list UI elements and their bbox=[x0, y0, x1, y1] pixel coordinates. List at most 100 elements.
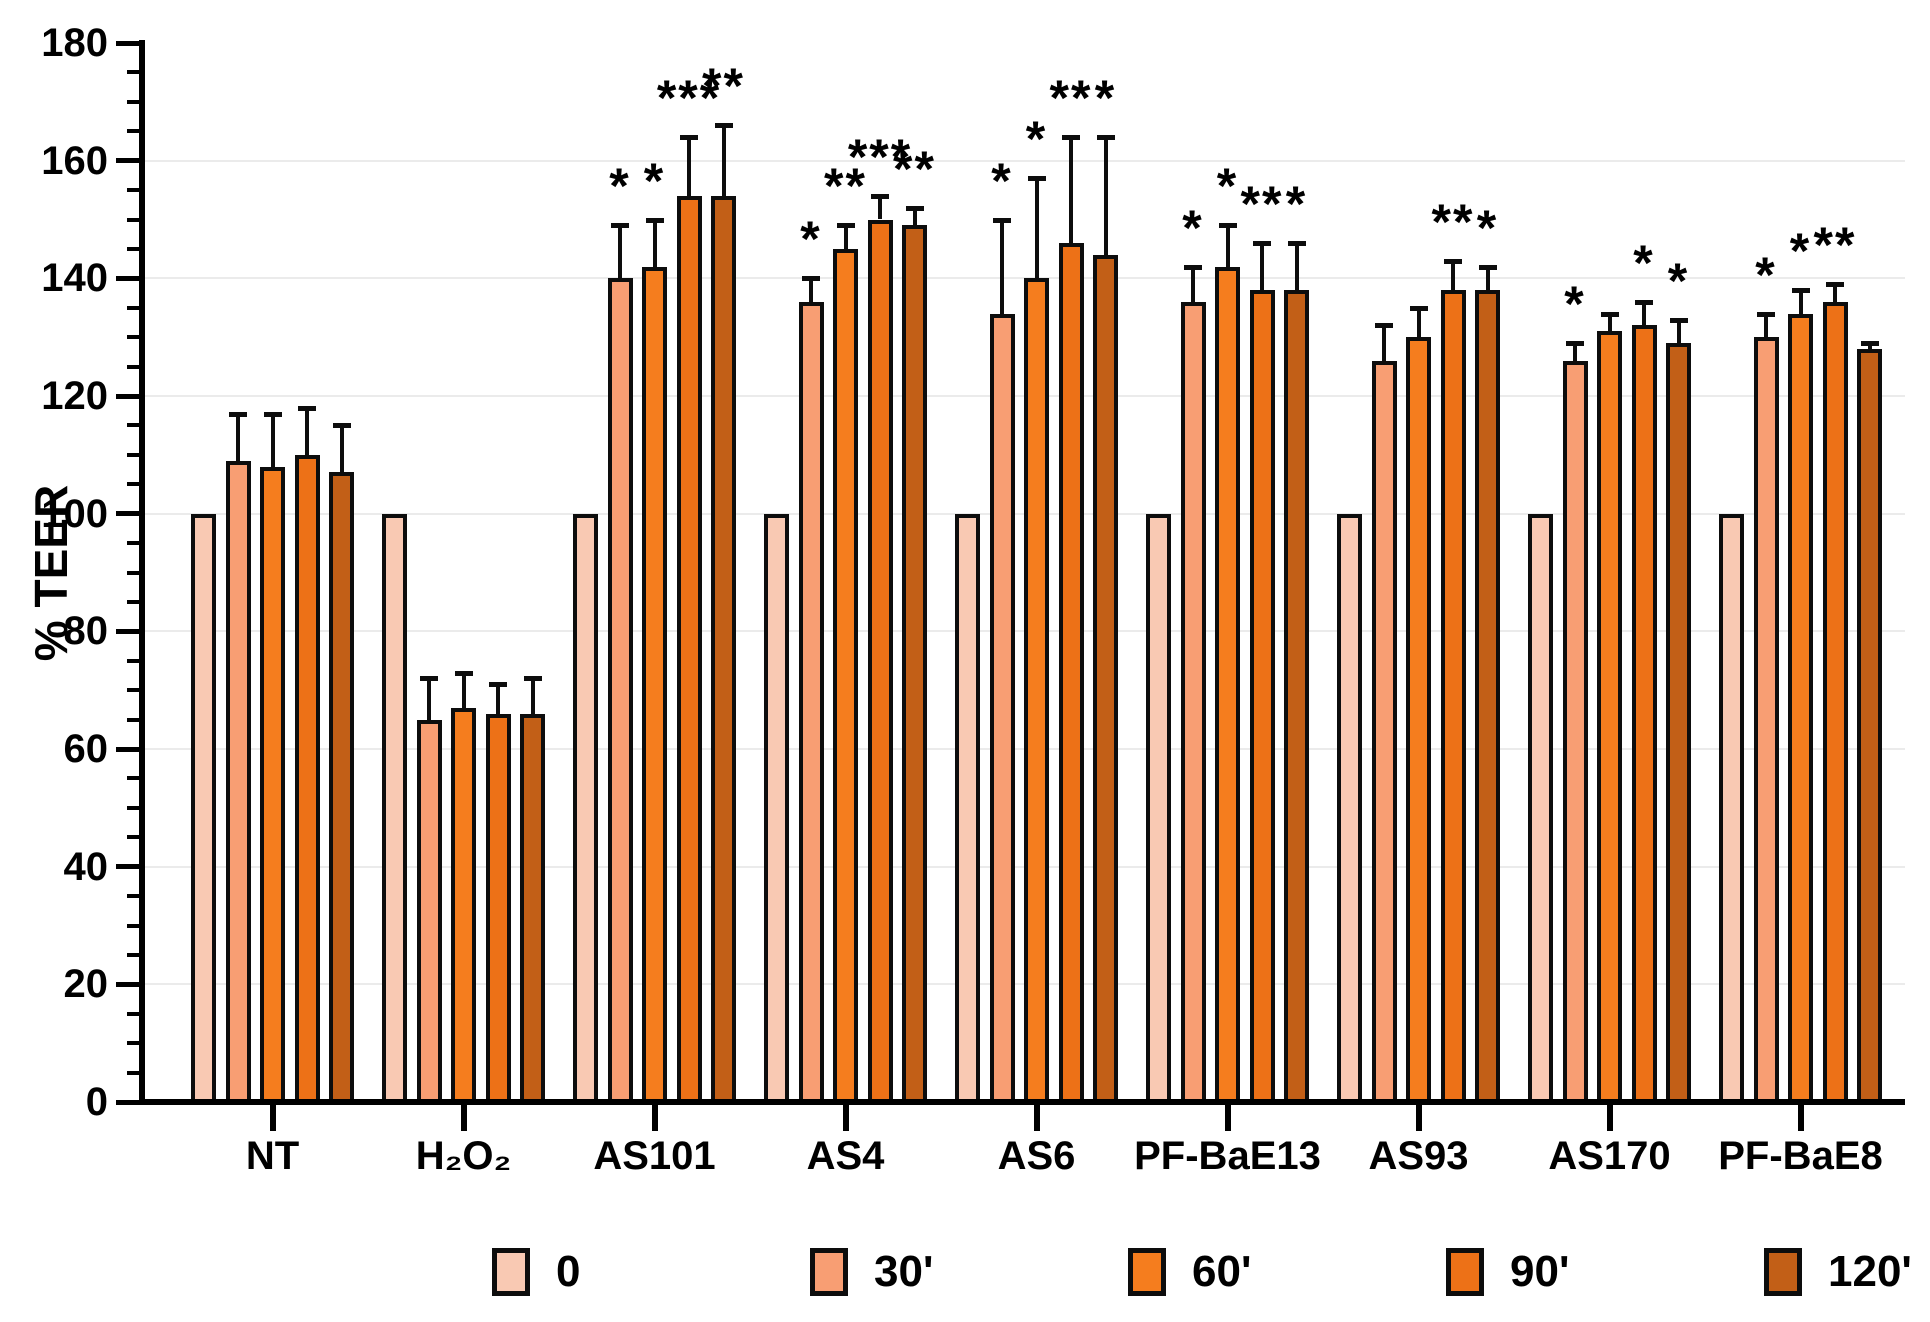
y-tick-label: 100 bbox=[41, 491, 108, 536]
y-axis-tick bbox=[116, 864, 142, 870]
bar bbox=[764, 513, 789, 1105]
bar bbox=[451, 707, 476, 1105]
error-bar bbox=[1191, 266, 1195, 302]
y-axis-tick bbox=[127, 364, 142, 369]
bar bbox=[1371, 360, 1397, 1105]
significance-label: * bbox=[1633, 234, 1655, 291]
x-category-label: AS93 bbox=[1368, 1134, 1469, 1178]
bar bbox=[1562, 360, 1588, 1105]
bar bbox=[1440, 290, 1466, 1105]
legend-item: 90' bbox=[1446, 1244, 1569, 1300]
y-axis-tick bbox=[127, 246, 142, 251]
error-bar bbox=[1798, 290, 1803, 314]
error-bar bbox=[721, 125, 726, 196]
error-bar bbox=[1294, 243, 1299, 291]
y-axis-tick bbox=[127, 570, 142, 575]
significance-label: * bbox=[1564, 276, 1586, 333]
y-axis-tick bbox=[127, 305, 142, 310]
y-axis-tick bbox=[127, 805, 142, 810]
error-bar bbox=[461, 672, 466, 708]
x-axis-tick bbox=[1606, 1105, 1613, 1131]
x-category-label: NT bbox=[245, 1134, 300, 1178]
error-bar-cap bbox=[1669, 317, 1688, 323]
y-axis-tick bbox=[127, 599, 142, 604]
y-axis-tick bbox=[127, 1041, 142, 1046]
significance-label: ** bbox=[824, 158, 867, 215]
bar bbox=[867, 219, 893, 1105]
x-axis-tick bbox=[269, 1105, 276, 1131]
error-bar-cap bbox=[1635, 299, 1653, 305]
y-axis-tick bbox=[127, 188, 142, 193]
error-bar-cap bbox=[420, 676, 438, 682]
error-bar-cap bbox=[680, 135, 698, 141]
y-tick-label: 180 bbox=[41, 21, 108, 65]
error-bar-cap bbox=[1826, 282, 1844, 288]
legend-item: 0 bbox=[492, 1244, 580, 1300]
error-bar-cap bbox=[714, 123, 733, 129]
significance-label: ** bbox=[702, 58, 745, 115]
x-axis-tick bbox=[1797, 1105, 1804, 1131]
bar bbox=[1146, 513, 1171, 1105]
significance-label: * bbox=[1476, 199, 1499, 256]
significance-label: * bbox=[1667, 252, 1690, 309]
bar bbox=[607, 278, 633, 1105]
significance-label: * bbox=[609, 158, 631, 215]
x-axis-tick bbox=[1224, 1105, 1231, 1131]
significance-label: * bbox=[1216, 158, 1239, 215]
bar bbox=[833, 248, 858, 1105]
error-bar bbox=[912, 207, 917, 226]
y-axis-tick bbox=[127, 335, 142, 340]
y-axis-tick bbox=[127, 923, 142, 928]
legend-item: 30' bbox=[810, 1244, 933, 1300]
bar bbox=[1406, 337, 1431, 1105]
y-axis-tick bbox=[116, 393, 142, 399]
error-bar-cap bbox=[1375, 323, 1393, 329]
error-bar-cap bbox=[1860, 341, 1879, 347]
bar bbox=[1058, 243, 1084, 1105]
bar bbox=[1337, 513, 1362, 1105]
error-bar-cap bbox=[1218, 223, 1237, 229]
bar bbox=[416, 719, 442, 1105]
error-bar-cap bbox=[1027, 176, 1046, 182]
y-axis-tick bbox=[127, 99, 142, 104]
error-bar-cap bbox=[332, 423, 351, 429]
error-bar bbox=[618, 225, 622, 279]
legend-swatch bbox=[1764, 1248, 1802, 1296]
y-tick-label: 140 bbox=[41, 256, 108, 301]
bar bbox=[485, 713, 511, 1105]
bar bbox=[1753, 337, 1779, 1105]
x-axis-line bbox=[139, 1099, 1905, 1105]
error-bar-cap bbox=[1566, 341, 1584, 347]
error-bar bbox=[496, 684, 500, 714]
bar bbox=[191, 513, 216, 1105]
bar bbox=[1719, 513, 1744, 1105]
legend-item: 60' bbox=[1128, 1244, 1251, 1300]
error-bar bbox=[1764, 313, 1768, 338]
error-bar bbox=[652, 219, 657, 267]
bar bbox=[642, 266, 667, 1105]
error-bar-cap bbox=[1444, 258, 1462, 264]
legend-swatch bbox=[492, 1248, 530, 1296]
x-category-label: PF-BaE13 bbox=[1134, 1134, 1321, 1178]
y-tick-label: 20 bbox=[63, 962, 109, 1007]
error-bar bbox=[687, 137, 691, 196]
bar bbox=[1857, 348, 1882, 1105]
y-tick-label: 80 bbox=[63, 609, 109, 654]
bar bbox=[1597, 331, 1622, 1105]
y-tick-label: 120 bbox=[41, 374, 108, 418]
error-bar bbox=[1225, 225, 1230, 267]
error-bar-cap bbox=[993, 217, 1011, 223]
x-axis-tick bbox=[1415, 1105, 1422, 1131]
error-bar bbox=[1069, 137, 1073, 244]
bar bbox=[260, 466, 285, 1105]
bar bbox=[1284, 290, 1309, 1105]
error-bar-cap bbox=[1253, 241, 1271, 247]
x-category-label: AS170 bbox=[1548, 1134, 1671, 1178]
y-axis-tick bbox=[127, 688, 142, 693]
legend-label: 0 bbox=[556, 1247, 581, 1296]
bar bbox=[1666, 343, 1691, 1105]
error-bar-cap bbox=[611, 223, 629, 229]
y-tick-label: 40 bbox=[63, 844, 109, 889]
bar bbox=[1631, 325, 1657, 1105]
